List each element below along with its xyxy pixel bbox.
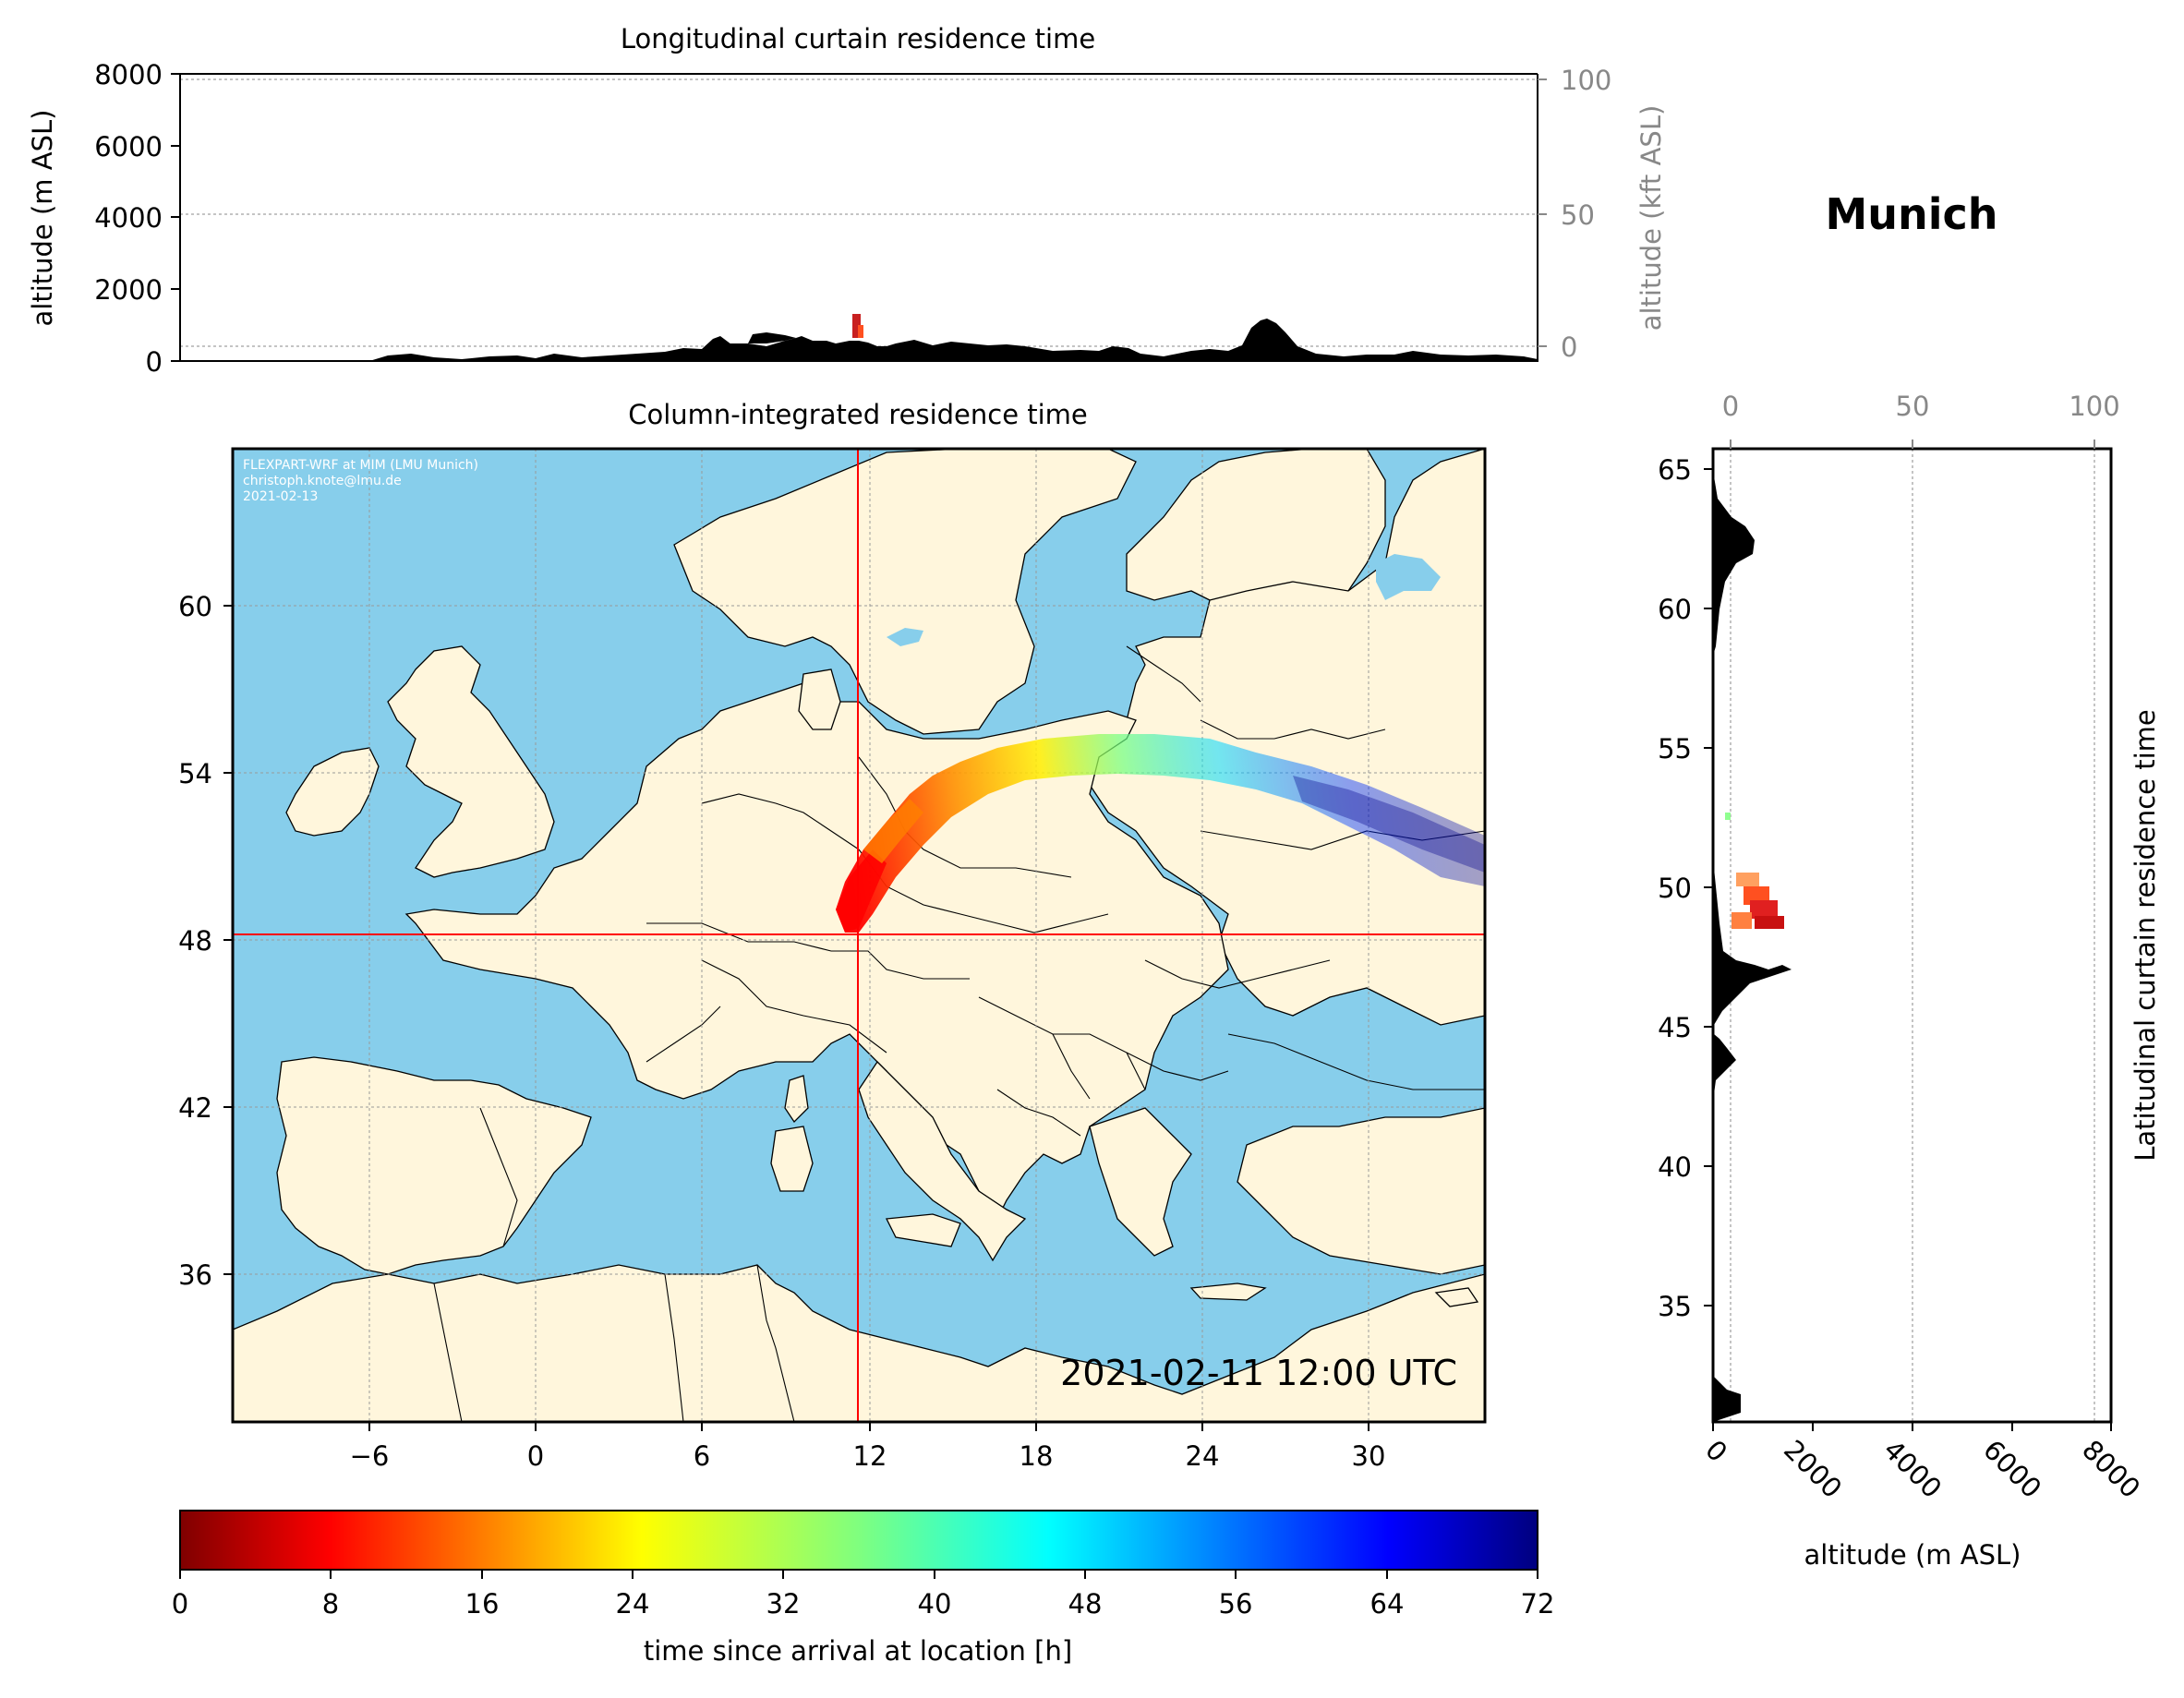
land-finland bbox=[1126, 449, 1386, 620]
top-panel: Longitudinal curtain residence time 0 20… bbox=[27, 23, 1667, 378]
lake-onega bbox=[1376, 554, 1441, 600]
map-x-tick-label: 30 bbox=[1352, 1440, 1386, 1472]
side-residence bbox=[1725, 813, 1784, 929]
top-left-tick-label: 8000 bbox=[94, 59, 163, 90]
colorbar-tick-label: 72 bbox=[1521, 1588, 1555, 1620]
top-right-tick-label: 0 bbox=[1561, 331, 1577, 363]
top-left-tick-label: 2000 bbox=[94, 274, 163, 306]
top-residence-block bbox=[852, 314, 861, 338]
side-bottom-tick-label: 0 bbox=[1699, 1434, 1733, 1468]
top-terrain bbox=[180, 319, 1538, 361]
land-crete bbox=[1189, 1283, 1267, 1301]
top-left-ticks: 0 2000 4000 6000 8000 bbox=[94, 59, 180, 378]
side-bottom-tick-label: 8000 bbox=[2076, 1434, 2146, 1504]
side-y-tick-label: 50 bbox=[1658, 873, 1692, 904]
top-left-tick-label: 0 bbox=[146, 346, 163, 378]
side-panel: 65 60 55 50 45 40 35 0 50 100 0 2000 40 0 bbox=[1658, 391, 2161, 1571]
map-timestamp: 2021-02-11 12:00 UTC bbox=[1060, 1353, 1457, 1393]
side-bottom-tick-label: 6000 bbox=[1977, 1434, 2047, 1504]
side-bottom-ticks: 0 2000 4000 6000 8000 bbox=[1699, 1422, 2146, 1504]
map-y-ticks: 60 54 48 42 36 bbox=[178, 591, 233, 1291]
borders bbox=[433, 645, 1485, 1422]
map-credit-line: christoph.knote@lmu.de bbox=[243, 474, 402, 488]
colorbar-tick-label: 56 bbox=[1219, 1588, 1253, 1620]
side-gridlines bbox=[1730, 449, 2095, 1422]
map-x-ticks: −6 0 6 12 18 24 30 bbox=[350, 1422, 1386, 1472]
map-frame bbox=[231, 447, 1487, 1424]
side-y-tick-label: 40 bbox=[1658, 1151, 1692, 1183]
colorbar-tick-label: 0 bbox=[172, 1588, 188, 1620]
land-greece bbox=[1089, 1107, 1192, 1257]
colorbar-tick-label: 48 bbox=[1068, 1588, 1103, 1620]
side-terrain bbox=[1713, 471, 1792, 1422]
side-ylabel: Latitudinal curtain residence time bbox=[2130, 709, 2161, 1162]
map-x-tick-label: 6 bbox=[694, 1440, 710, 1472]
colorbar-tick-label: 8 bbox=[322, 1588, 339, 1620]
side-y-tick-label: 35 bbox=[1658, 1291, 1692, 1322]
side-y-tick-label: 60 bbox=[1658, 594, 1692, 625]
colorbar-label: time since arrival at location [h] bbox=[644, 1635, 1072, 1667]
top-ylabel-left: altitude (m ASL) bbox=[27, 110, 58, 327]
top-left-tick-label: 6000 bbox=[94, 131, 163, 163]
land-iberia bbox=[276, 1056, 592, 1275]
side-y-tick-label: 55 bbox=[1658, 733, 1692, 765]
map-panel: Column-integrated residence time bbox=[178, 399, 1487, 1472]
top-left-tick-label: 4000 bbox=[94, 202, 163, 234]
side-xlabel: altitude (m ASL) bbox=[1804, 1539, 2021, 1571]
map-y-tick-label: 60 bbox=[178, 591, 212, 622]
residence-plume bbox=[836, 734, 1485, 933]
top-ylabel-right: altitude (kft ASL) bbox=[1635, 105, 1667, 331]
land-central bbox=[404, 682, 1229, 1221]
colorbar-tick-label: 32 bbox=[766, 1588, 801, 1620]
map-x-tick-label: −6 bbox=[350, 1440, 390, 1472]
map-x-tick-label: 24 bbox=[1186, 1440, 1220, 1472]
side-top-ticks: 0 50 100 bbox=[1722, 391, 2120, 449]
colorbar-gradient bbox=[179, 1510, 1538, 1571]
land-denmark bbox=[798, 668, 841, 730]
land-turkey bbox=[1237, 1107, 1485, 1275]
land-italy bbox=[858, 1060, 1027, 1262]
side-bottom-tick-label: 4000 bbox=[1877, 1434, 1948, 1504]
land-corsica bbox=[784, 1075, 809, 1124]
location-title: Munich bbox=[1825, 189, 1997, 239]
map-y-tick-label: 42 bbox=[178, 1092, 212, 1124]
land-cyprus bbox=[1434, 1287, 1479, 1307]
top-gridlines bbox=[180, 78, 1538, 347]
land-britain bbox=[387, 645, 555, 878]
lake-vanern bbox=[887, 628, 923, 646]
top-right-tick-label: 100 bbox=[1561, 65, 1611, 96]
top-residence-block-2 bbox=[858, 325, 863, 338]
map-credit-line: FLEXPART-WRF at MIM (LMU Munich) bbox=[243, 458, 478, 473]
colorbar-tick-label: 64 bbox=[1370, 1588, 1405, 1620]
map-x-tick-label: 18 bbox=[1020, 1440, 1054, 1472]
land-scandinavia bbox=[673, 449, 1137, 735]
side-y-tick-label: 45 bbox=[1658, 1012, 1692, 1043]
map-y-tick-label: 36 bbox=[178, 1259, 212, 1291]
side-top-tick-label: 0 bbox=[1722, 391, 1739, 422]
top-right-tick-label: 50 bbox=[1561, 199, 1595, 231]
map-credit-line: 2021-02-13 bbox=[243, 489, 318, 504]
land-sardinia bbox=[770, 1126, 814, 1192]
colorbar: 0 8 16 24 32 40 48 56 64 72 time since a… bbox=[172, 1510, 1555, 1667]
map-y-tick-label: 48 bbox=[178, 925, 212, 957]
side-top-tick-label: 100 bbox=[2069, 391, 2119, 422]
side-y-ticks: 65 60 55 50 45 40 35 bbox=[1658, 454, 1713, 1322]
map-y-tick-label: 54 bbox=[178, 758, 212, 789]
top-terrain-alps bbox=[702, 332, 796, 355]
colorbar-tick-label: 16 bbox=[465, 1588, 500, 1620]
colorbar-tick-label: 24 bbox=[616, 1588, 650, 1620]
map-x-tick-label: 12 bbox=[853, 1440, 887, 1472]
side-bottom-tick-label: 2000 bbox=[1778, 1434, 1848, 1504]
side-top-tick-label: 50 bbox=[1896, 391, 1930, 422]
land-sicily bbox=[885, 1213, 961, 1247]
top-panel-title: Longitudinal curtain residence time bbox=[621, 23, 1095, 54]
side-y-tick-label: 65 bbox=[1658, 454, 1692, 486]
colorbar-ticks: 0 8 16 24 32 40 48 56 64 72 bbox=[172, 1570, 1555, 1620]
colorbar-tick-label: 40 bbox=[918, 1588, 952, 1620]
top-right-ticks: 0 50 100 bbox=[1538, 65, 1611, 363]
map-x-tick-label: 0 bbox=[527, 1440, 544, 1472]
map-title: Column-integrated residence time bbox=[628, 399, 1088, 430]
